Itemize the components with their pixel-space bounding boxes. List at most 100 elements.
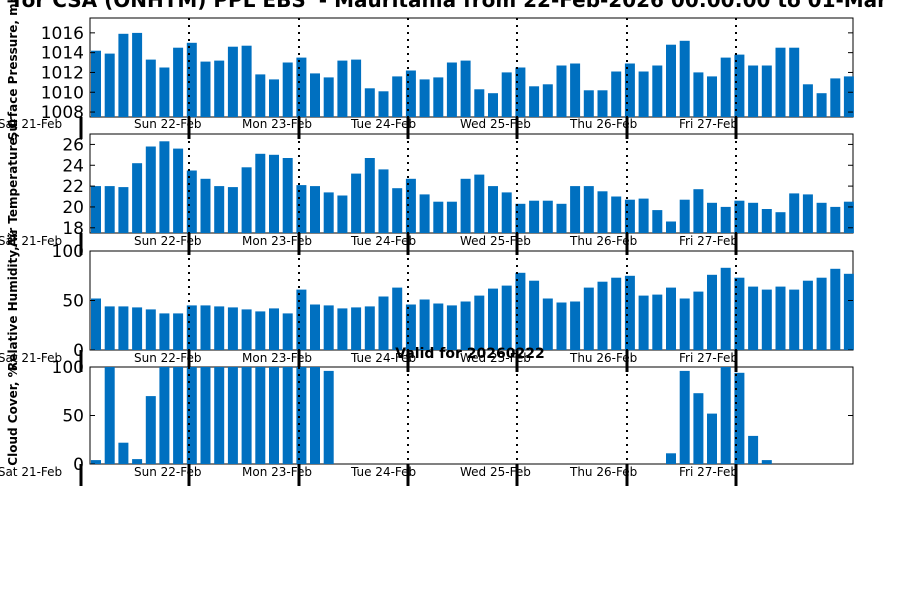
data-bar <box>91 298 101 350</box>
data-bar <box>269 308 279 350</box>
data-bar <box>720 267 731 350</box>
data-bar <box>351 307 362 350</box>
data-bar <box>269 154 279 233</box>
chart-title: for CSA (ONHTM) PPL EBS' - Mauritania fr… <box>13 0 887 12</box>
data-bar <box>405 178 416 233</box>
data-bar <box>843 76 854 117</box>
data-bar <box>159 67 170 117</box>
data-bar <box>802 280 813 350</box>
day-label: Sun 22-Feb <box>134 465 202 479</box>
data-bar <box>310 367 320 464</box>
data-bar <box>433 77 444 117</box>
data-bar <box>748 202 759 233</box>
data-bar <box>816 93 827 117</box>
data-bar <box>666 44 676 118</box>
data-bar <box>104 367 115 464</box>
data-bar <box>145 309 156 350</box>
data-bar <box>145 396 156 464</box>
data-bar <box>269 79 279 117</box>
panel-4: 0 50 100 Cloud Cover, %Sat 21-Feb Sun 22-Feb… <box>0 358 854 486</box>
day-label: Sat 21-Feb <box>0 351 62 365</box>
data-bar <box>707 274 717 350</box>
data-bar <box>91 50 101 118</box>
data-bar <box>597 281 608 350</box>
data-bar <box>186 170 197 233</box>
data-bar <box>529 86 540 117</box>
data-bar <box>364 306 375 350</box>
y-axis-label: Air Temperature, C <box>6 120 20 248</box>
data-bar <box>200 305 211 350</box>
data-bar <box>611 277 622 350</box>
data-bar <box>296 289 307 350</box>
data-bar <box>282 313 293 350</box>
day-label: Sat 21-Feb <box>0 465 62 479</box>
y-tick-label: 1014 <box>41 44 84 64</box>
data-bar <box>570 186 581 233</box>
day-label: Sun 22-Feb <box>134 117 202 131</box>
data-bar <box>474 295 485 350</box>
valid-date-note: Valid for 20260222 <box>395 346 544 362</box>
data-bar <box>638 71 649 117</box>
data-bar <box>761 289 772 350</box>
data-bar <box>255 367 266 464</box>
y-tick-label: 100 <box>52 358 84 378</box>
data-bar <box>488 93 498 117</box>
data-bar <box>624 275 635 351</box>
data-bar <box>200 367 211 464</box>
data-bar <box>460 60 471 117</box>
data-bar <box>830 206 841 233</box>
data-bar <box>104 306 115 350</box>
data-bar <box>720 57 731 117</box>
y-axis-label: Surface Pressure, mb <box>6 0 20 140</box>
day-label: Thu 26-Feb <box>569 234 637 248</box>
data-bar <box>118 33 129 117</box>
data-bar <box>693 72 704 117</box>
data-bar <box>638 198 649 233</box>
data-bar <box>241 167 252 233</box>
day-label: Fri 27-Feb <box>679 117 738 131</box>
y-tick-label: 1012 <box>41 63 84 83</box>
data-bar <box>474 174 485 233</box>
y-tick-label: 26 <box>62 135 84 155</box>
data-bar <box>364 88 375 117</box>
data-bar <box>433 201 444 233</box>
data-bar <box>351 59 362 117</box>
data-bar <box>364 158 375 233</box>
y-tick-label: 24 <box>62 156 84 176</box>
day-label: Fri 27-Feb <box>679 234 738 248</box>
data-bar <box>173 148 184 233</box>
data-bar <box>186 367 197 464</box>
data-bar <box>679 298 690 350</box>
data-bar <box>474 89 485 117</box>
data-bar <box>652 65 663 117</box>
data-bar <box>186 305 197 350</box>
data-bar <box>446 305 457 350</box>
data-bar <box>830 268 841 350</box>
data-bar <box>515 67 526 117</box>
data-bar <box>132 459 143 464</box>
data-bar <box>255 153 266 233</box>
data-bar <box>91 460 101 464</box>
data-bar <box>282 62 293 117</box>
data-bar <box>720 367 731 464</box>
data-bar <box>405 70 416 117</box>
data-bar <box>802 194 813 233</box>
data-bar <box>830 78 841 117</box>
day-label: Fri 27-Feb <box>679 351 738 365</box>
plot-frame <box>89 133 854 234</box>
data-bar <box>118 306 129 350</box>
data-bar <box>488 186 498 233</box>
y-tick-label: 0 <box>73 341 84 361</box>
day-label: Mon 23-Feb <box>242 234 312 248</box>
y-tick-label: 50 <box>62 407 84 427</box>
data-bar <box>556 302 567 350</box>
data-bar <box>761 460 772 464</box>
data-bar <box>296 185 307 233</box>
data-bar <box>501 72 512 117</box>
data-bar <box>405 304 416 350</box>
data-bar <box>666 221 676 233</box>
data-bar <box>652 294 663 350</box>
data-bar <box>392 287 403 350</box>
data-bar <box>378 91 389 117</box>
